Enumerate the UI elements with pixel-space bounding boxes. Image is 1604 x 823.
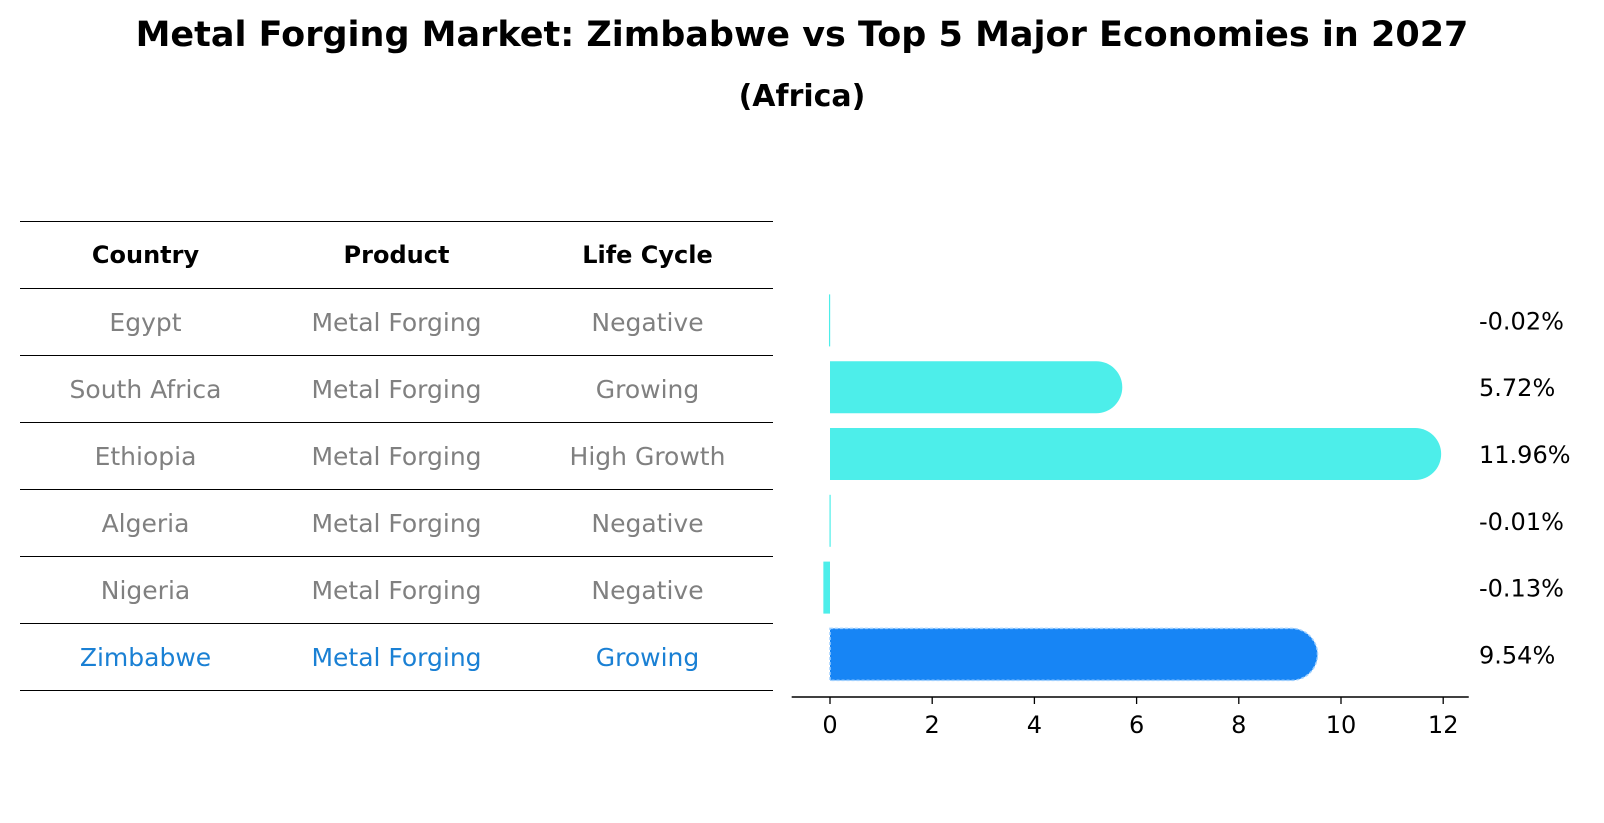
data-label: 5.72% — [1479, 374, 1555, 402]
cell-life-cycle: Growing — [522, 355, 773, 423]
cell-product: Metal Forging — [271, 288, 522, 356]
cell-product: Metal Forging — [271, 489, 522, 557]
table-row: South Africa Metal Forging Growing — [20, 355, 773, 423]
market-table-container: Country Product Life Cycle Egypt Metal F… — [20, 221, 773, 691]
bar-shape — [830, 428, 1442, 480]
bar-shape — [830, 628, 1318, 681]
chart-subtitle: (Africa) — [738, 79, 866, 114]
cell-life-cycle: Negative — [522, 288, 773, 356]
bar-highlight-outline — [829, 627, 1319, 682]
table-row: Ethiopia Metal Forging High Growth — [20, 422, 773, 490]
header-country: Country — [20, 221, 271, 289]
cell-country: Nigeria — [20, 556, 271, 624]
x-axis: 0 2 4 6 8 10 12 — [791, 696, 1469, 739]
cell-country: South Africa — [20, 355, 271, 423]
bar-nigeria — [823, 561, 830, 614]
cell-product: Metal Forging — [271, 355, 522, 423]
cell-life-cycle: Growing — [522, 623, 773, 691]
bar-south-africa — [830, 361, 1123, 414]
cell-product: Metal Forging — [271, 556, 522, 624]
bar-ethiopia — [830, 428, 1442, 480]
data-label: 11.96% — [1479, 441, 1571, 469]
bar-zimbabwe — [829, 627, 1319, 682]
data-label: -0.01% — [1479, 508, 1564, 536]
table-row: Algeria Metal Forging Negative — [20, 489, 773, 557]
header-product: Product — [271, 221, 522, 289]
cell-life-cycle: High Growth — [522, 422, 773, 490]
x-tick-label: 0 — [822, 711, 837, 739]
chart-title: Metal Forging Market: Zimbabwe vs Top 5 … — [135, 15, 1469, 55]
table-row-highlight: Zimbabwe Metal Forging Growing — [20, 623, 773, 691]
bar-shape — [829, 494, 831, 547]
cell-country: Zimbabwe — [20, 623, 271, 691]
bar-shape — [828, 294, 831, 347]
value-labels-layer: -0.02% 5.72% 11.96% -0.01% -0.13% 9.54% — [1479, 307, 1571, 669]
table-row: Nigeria Metal Forging Negative — [20, 556, 773, 624]
x-tick-label: 6 — [1129, 711, 1144, 739]
bars-layer — [823, 294, 1442, 682]
market-table: Country Product Life Cycle Egypt Metal F… — [20, 221, 773, 691]
header-life-cycle: Life Cycle — [522, 221, 773, 289]
data-label: -0.13% — [1479, 575, 1564, 603]
cell-life-cycle: Negative — [522, 556, 773, 624]
cell-life-cycle: Negative — [522, 489, 773, 557]
data-label: -0.02% — [1479, 307, 1564, 335]
bar-shape — [830, 361, 1123, 414]
x-tick-label: 2 — [925, 711, 940, 739]
cell-product: Metal Forging — [271, 422, 522, 490]
bar-shape — [823, 561, 830, 614]
x-tick-label: 10 — [1326, 711, 1357, 739]
cell-country: Ethiopia — [20, 422, 271, 490]
bar-egypt — [828, 294, 831, 347]
table-header-row: Country Product Life Cycle — [20, 221, 773, 289]
x-tick-label: 12 — [1428, 711, 1459, 739]
cell-country: Algeria — [20, 489, 271, 557]
bar-algeria — [829, 494, 831, 547]
x-tick-label: 4 — [1027, 711, 1042, 739]
data-label: 9.54% — [1479, 641, 1555, 669]
cell-country: Egypt — [20, 288, 271, 356]
x-tick-label: 8 — [1231, 711, 1246, 739]
cell-product: Metal Forging — [271, 623, 522, 691]
table-row: Egypt Metal Forging Negative — [20, 288, 773, 356]
